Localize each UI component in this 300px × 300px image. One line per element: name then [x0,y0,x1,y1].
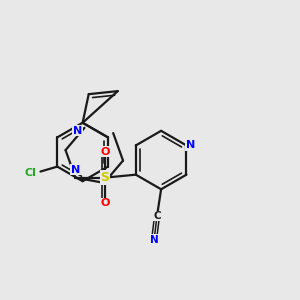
Text: S: S [100,171,109,184]
Text: Cl: Cl [25,167,37,178]
Text: N: N [150,235,159,245]
Text: C: C [153,211,161,221]
Text: O: O [100,198,110,208]
Text: N: N [186,140,195,150]
Text: N: N [71,165,80,175]
Text: N: N [73,126,82,136]
Text: O: O [100,147,110,157]
